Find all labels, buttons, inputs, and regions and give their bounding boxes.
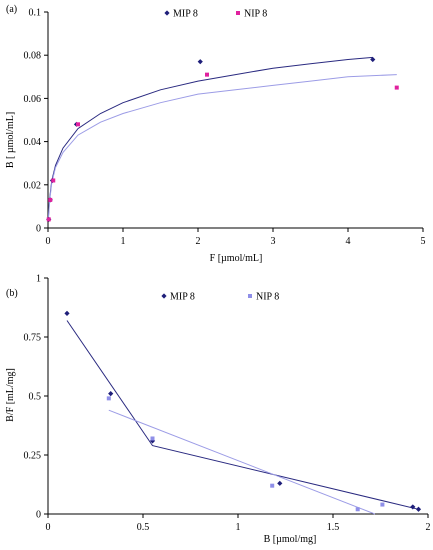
x-tick-label: 5 <box>421 236 426 247</box>
series-fit-line <box>47 74 397 220</box>
x-tick-label: 2 <box>196 236 201 247</box>
y-tick-label: 0.25 <box>24 451 42 462</box>
data-point <box>270 483 275 488</box>
chart-a: 0 0.02 0.04 0.06 0.08 0.1 0 1 2 3 4 5 F [µmol/mL] B [… <box>5 4 426 264</box>
data-point <box>277 480 283 486</box>
y-tick-label: 0.06 <box>24 94 42 105</box>
legend-label: MIP 8 <box>173 9 198 20</box>
legend-label: NIP 8 <box>256 292 279 303</box>
panel-label: (a) <box>6 4 17 15</box>
series-fit-line <box>108 409 375 515</box>
series-fit-line <box>66 320 419 510</box>
x-axis-label: F [µmol/mL] <box>210 253 263 264</box>
data-point <box>410 504 416 510</box>
chart-b: 0 0.25 0.5 0.75 1 0 0.5 1 1.5 2 B [µmol/mg] B/F [mL… <box>5 274 431 546</box>
panel-label: (b) <box>6 288 18 299</box>
data-point <box>149 438 156 444</box>
legend-label: MIP 8 <box>170 292 195 303</box>
data-point <box>355 507 360 512</box>
data-point <box>394 85 399 90</box>
y-axis-label: B [ µmol/mL] <box>5 112 16 168</box>
x-tick-label: 0 <box>46 236 51 247</box>
data-point <box>51 178 56 183</box>
x-tick-label: 1.5 <box>327 522 340 533</box>
data-point <box>197 59 203 65</box>
data-point <box>150 436 155 441</box>
data-point <box>415 506 422 512</box>
y-tick-label: 0.1 <box>29 8 42 19</box>
data-point <box>108 391 114 397</box>
data-point <box>76 122 80 127</box>
y-tick-label: 0 <box>36 224 41 235</box>
data-point <box>106 396 111 401</box>
legend-marker <box>164 10 170 16</box>
x-tick-label: 2 <box>426 522 431 533</box>
y-tick-label: 0.5 <box>29 392 42 403</box>
legend-label: NIP 8 <box>244 9 267 20</box>
y-tick-label: 0 <box>36 510 41 521</box>
x-tick-label: 0 <box>46 522 51 533</box>
data-point <box>46 217 51 222</box>
y-tick-label: 0.02 <box>24 180 42 191</box>
x-tick-label: 3 <box>271 236 276 247</box>
y-tick-label: 0.75 <box>24 333 42 344</box>
series-fit-line <box>47 56 373 218</box>
x-tick-label: 4 <box>346 236 351 247</box>
data-point <box>64 310 70 316</box>
y-tick-label: 1 <box>36 274 41 285</box>
y-axis-label: B/F [mL/mg] <box>5 368 16 422</box>
data-point <box>370 56 376 63</box>
data-point <box>205 72 209 77</box>
y-tick-label: 0.08 <box>24 51 42 62</box>
x-axis-label: B [µmol/mg] <box>264 534 317 545</box>
legend-marker <box>161 293 167 299</box>
data-point <box>380 502 385 507</box>
legend-marker <box>236 11 240 15</box>
x-tick-label: 0.5 <box>137 522 150 533</box>
data-point <box>48 197 53 202</box>
x-tick-label: 1 <box>236 522 241 533</box>
y-tick-label: 0.04 <box>24 137 42 148</box>
legend-marker <box>248 294 252 298</box>
x-tick-label: 1 <box>121 236 126 247</box>
